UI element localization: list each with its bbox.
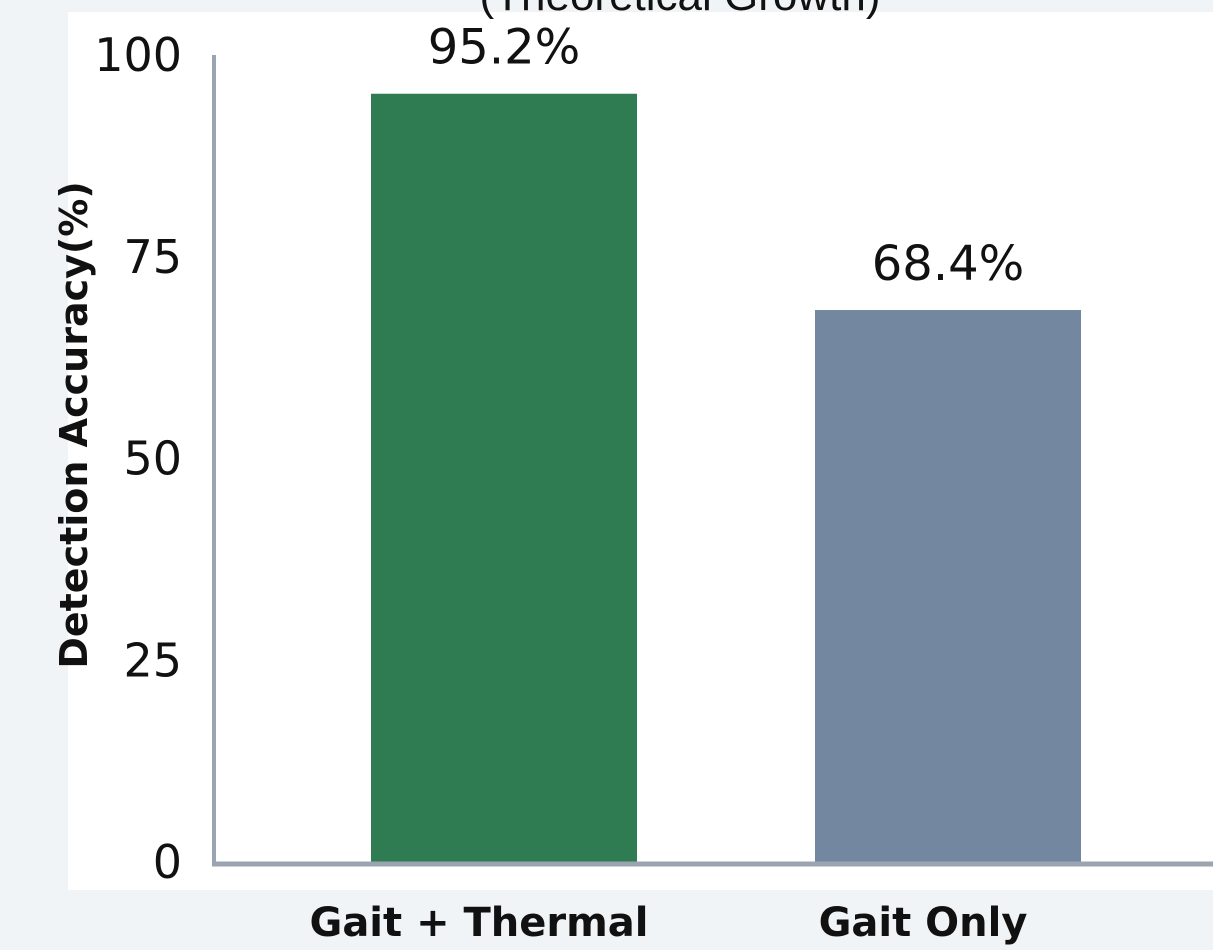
y-axis-ticks: 0 25 50 75 100 [94, 28, 182, 889]
bar [815, 310, 1081, 863]
value-labels: 95.2% 68.4% [428, 20, 1024, 292]
bar-value-label: 95.2% [428, 20, 580, 76]
y-tick-label: 0 [153, 835, 182, 889]
y-tick-label: 25 [123, 633, 182, 687]
x-category-label: Gait Only [819, 900, 1028, 946]
x-category-label: Gait + Thermal [309, 900, 648, 946]
bars [371, 93, 1081, 863]
y-axis-title: Detection Accuracy(%) [52, 181, 96, 668]
y-tick-label: 100 [94, 28, 182, 82]
category-labels: Gait + Thermal Gait Only [309, 900, 1027, 946]
bar [371, 93, 637, 862]
y-tick-label: 75 [123, 230, 182, 284]
chart-title: (Theoretical Growth) [479, 0, 880, 20]
y-tick-label: 50 [123, 432, 182, 486]
bar-value-label: 68.4% [872, 236, 1024, 292]
